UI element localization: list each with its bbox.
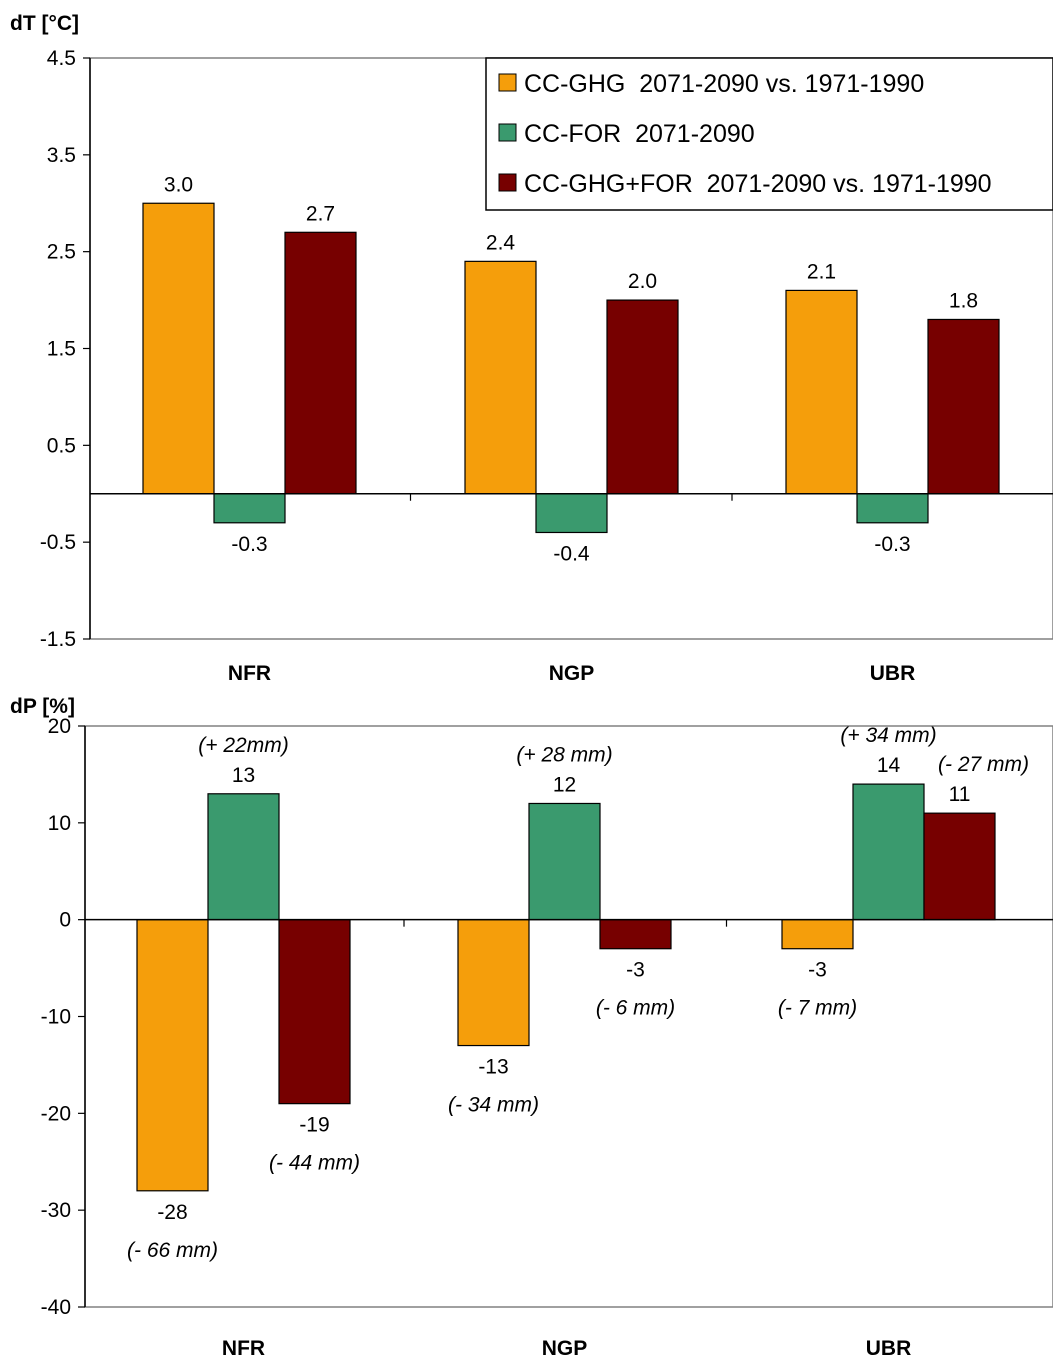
bar-cc-ghg-for-ubr [923, 812, 996, 921]
bot-ytick-label: -30 [41, 1199, 71, 1222]
bottom-bars [136, 783, 996, 1192]
precipitation-panel: dP [%] 20 10 0 -10 -20 -30 -40 -28 (- 66 mm) 13 (… [10, 695, 1053, 1360]
bot-ytick-label: 20 [48, 715, 71, 738]
legend-swatch-cc-ghg-for [498, 173, 517, 192]
bar-cc-ghg-for-ngp [606, 299, 679, 495]
data-label-cc-ghg-nfr: -28 [157, 1201, 187, 1224]
bottom-data-labels: -28 (- 66 mm) 13 (+ 22mm) -19 (- 44 mm) -13 (- … [127, 724, 1029, 1262]
top-data-labels: 3.0 -0.3 2.7 2.4 -0.4 2.0 2.1 -0.3 1.8 [164, 173, 978, 565]
temperature-panel: dT [°C] 4.5 3.5 2.5 1.5 0.5 -0.5 -1.5 3.0 -0.3 2… [10, 12, 1053, 685]
bot-ytick-label: 0 [59, 909, 71, 932]
legend-label-cc-for: CC-FOR 2071-2090 [524, 120, 755, 148]
legend-swatch-cc-for [498, 123, 517, 142]
top-category-label-nfr: NFR [228, 662, 271, 685]
bar-cc-for-nfr [207, 793, 280, 921]
legend: CC-GHG 2071-2090 vs. 1971-1990 CC-FOR 20… [485, 57, 1053, 211]
top-y-ticks: 4.5 3.5 2.5 1.5 0.5 -0.5 -1.5 [40, 47, 733, 651]
note-cc-for-ubr: (+ 34 mm) [840, 724, 936, 747]
note-cc-ghg-for-nfr: (- 44 mm) [269, 1152, 360, 1175]
data-label-cc-ghg-for-ngp: 2.0 [628, 270, 657, 293]
bar-cc-ghg-nfr [142, 202, 215, 495]
bottom-y-ticks: 20 10 0 -10 -20 -30 -40 [41, 715, 728, 1319]
top-category-labels: NFR NGP UBR [228, 662, 915, 685]
legend-label-cc-ghg: CC-GHG 2071-2090 vs. 1971-1990 [524, 70, 924, 98]
bot-ytick-label: -20 [41, 1102, 71, 1125]
bottom-y-axis-label: dP [%] [10, 695, 75, 718]
note-cc-ghg-ngp: (- 34 mm) [448, 1094, 539, 1117]
bot-ytick-label: -40 [41, 1296, 71, 1319]
note-cc-ghg-for-ubr: (- 27 mm) [938, 753, 1029, 776]
bar-cc-ghg-for-nfr [278, 919, 351, 1105]
bar-cc-for-ngp [528, 802, 601, 921]
data-label-cc-ghg-for-ngp: -3 [626, 959, 645, 982]
data-label-cc-for-ngp: -0.4 [553, 542, 590, 565]
data-label-cc-for-ngp: 12 [553, 773, 576, 796]
data-label-cc-for-ubr: 14 [877, 754, 901, 777]
top-category-label-ubr: UBR [870, 662, 916, 685]
bot-category-label-nfr: NFR [222, 1337, 265, 1360]
data-label-cc-for-nfr: -0.3 [231, 533, 267, 556]
top-ytick-label: 1.5 [47, 338, 76, 361]
data-label-cc-ghg-for-nfr: 2.7 [306, 202, 335, 225]
top-category-label-ngp: NGP [549, 662, 595, 685]
legend-box [485, 57, 1053, 211]
top-ytick-label: -1.5 [40, 628, 76, 651]
data-label-cc-ghg-ubr: 2.1 [807, 260, 836, 283]
bar-cc-for-ngp [535, 493, 608, 534]
note-cc-ghg-nfr: (- 66 mm) [127, 1239, 218, 1262]
bot-category-label-ubr: UBR [866, 1337, 912, 1360]
top-ytick-label: 3.5 [47, 144, 76, 167]
bar-cc-ghg-ngp [457, 919, 530, 1047]
bar-cc-for-ubr [856, 493, 929, 524]
top-y-axis-label: dT [°C] [10, 12, 79, 35]
top-ytick-label: -0.5 [40, 531, 76, 554]
note-cc-ghg-ubr: (- 7 mm) [778, 997, 857, 1020]
data-label-cc-ghg-for-nfr: -19 [299, 1114, 329, 1137]
data-label-cc-ghg-ngp: -13 [478, 1056, 508, 1079]
bar-cc-for-ubr [852, 783, 925, 921]
data-label-cc-for-nfr: 13 [232, 764, 255, 787]
bot-category-label-ngp: NGP [542, 1337, 588, 1360]
bar-cc-ghg-for-nfr [284, 231, 357, 495]
bar-cc-ghg-ubr [785, 289, 858, 495]
legend-label-cc-ghg-for: CC-GHG+FOR 2071-2090 vs. 1971-1990 [524, 170, 992, 198]
data-label-cc-ghg-for-ubr: 11 [949, 783, 971, 806]
bar-cc-ghg-for-ubr [927, 318, 1000, 495]
legend-swatch-cc-ghg [498, 73, 517, 92]
note-cc-for-ngp: (+ 28 mm) [516, 743, 612, 766]
bar-cc-ghg-for-ngp [599, 919, 672, 950]
data-label-cc-ghg-nfr: 3.0 [164, 173, 193, 196]
bottom-category-labels: NFR NGP UBR [222, 1337, 911, 1360]
bar-cc-for-nfr [213, 493, 286, 524]
data-label-cc-for-ubr: -0.3 [874, 533, 910, 556]
top-ytick-label: 2.5 [47, 241, 76, 264]
bar-cc-ghg-nfr [136, 919, 209, 1192]
bot-ytick-label: 10 [48, 812, 71, 835]
top-ytick-label: 0.5 [47, 434, 76, 457]
top-ytick-label: 4.5 [47, 47, 76, 70]
bar-cc-ghg-ngp [464, 260, 537, 495]
data-label-cc-ghg-ngp: 2.4 [486, 231, 516, 254]
note-cc-for-nfr: (+ 22mm) [198, 734, 288, 757]
note-cc-ghg-for-ngp: (- 6 mm) [596, 997, 675, 1020]
data-label-cc-ghg-for-ubr: 1.8 [949, 289, 978, 312]
bot-ytick-label: -10 [41, 1006, 71, 1029]
top-bars [142, 202, 1000, 534]
bar-cc-ghg-ubr [781, 919, 854, 950]
data-label-cc-ghg-ubr: -3 [808, 959, 827, 982]
